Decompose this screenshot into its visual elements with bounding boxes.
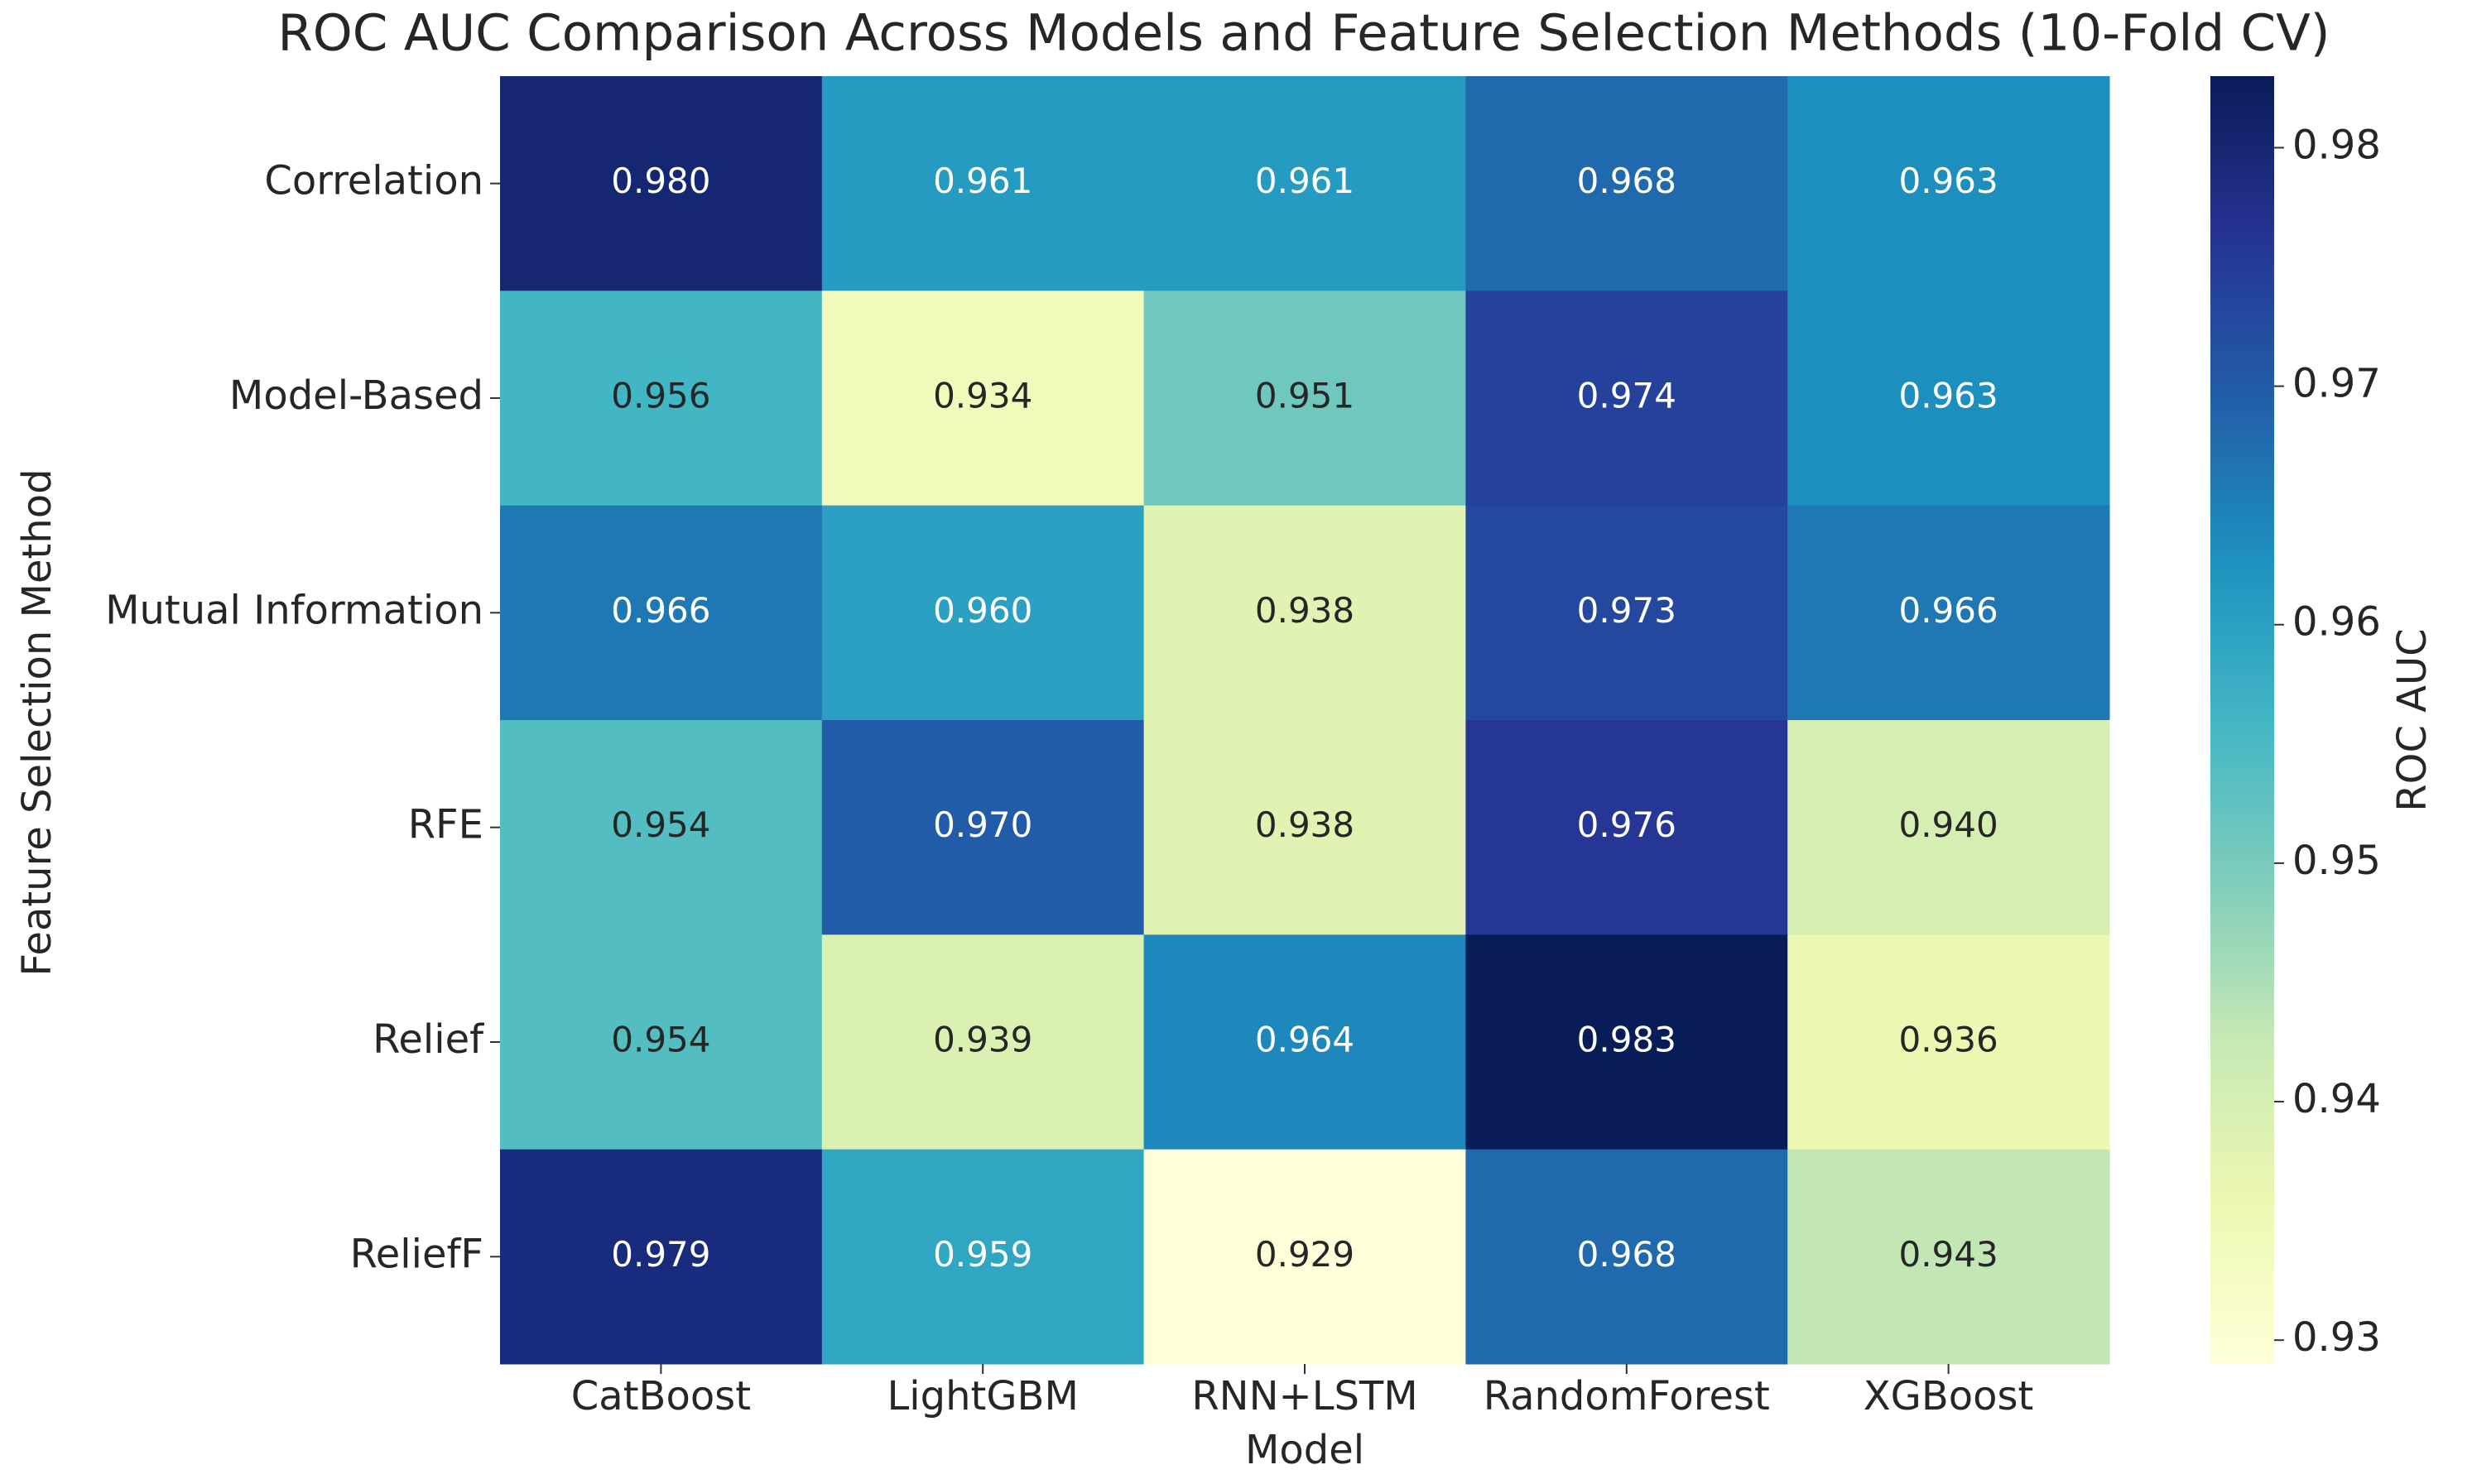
x-axis-label: Model bbox=[1245, 1427, 1364, 1473]
cell-label: 0.934 bbox=[933, 376, 1032, 416]
cell-label: 0.966 bbox=[611, 590, 710, 631]
heatmap-cell bbox=[500, 291, 823, 507]
heatmap-cell bbox=[1787, 291, 2110, 507]
heatmap-cell bbox=[1143, 934, 1466, 1150]
colorbar bbox=[2210, 76, 2274, 1364]
cell-label: 0.976 bbox=[1577, 804, 1676, 845]
cell-label: 0.940 bbox=[1898, 804, 1998, 845]
cell-label: 0.983 bbox=[1577, 1020, 1676, 1060]
cell-label: 0.938 bbox=[1255, 804, 1354, 845]
heatmap-cell bbox=[1465, 1149, 1788, 1365]
cell-label: 0.959 bbox=[933, 1234, 1032, 1275]
heatmap-cell bbox=[1143, 505, 1466, 721]
heatmap-cell bbox=[1143, 720, 1466, 935]
cell-label: 0.963 bbox=[1898, 376, 1998, 416]
y-axis-label: Feature Selection Method bbox=[14, 468, 60, 976]
heatmap-cell bbox=[821, 934, 1145, 1150]
heatmap-cell bbox=[1787, 505, 2110, 721]
cell-label: 0.964 bbox=[1255, 1020, 1354, 1060]
cell-label: 0.954 bbox=[611, 1020, 710, 1060]
heatmap-cell bbox=[1143, 1149, 1466, 1365]
cell-label: 0.966 bbox=[1898, 590, 1998, 631]
cell-label: 0.961 bbox=[933, 161, 1032, 201]
heatmap-cell bbox=[1787, 934, 2110, 1150]
heatmap-cell bbox=[821, 720, 1145, 935]
cell-label: 0.963 bbox=[1898, 161, 1998, 201]
cell-label: 0.961 bbox=[1255, 161, 1354, 201]
heatmap-cell bbox=[1465, 934, 1788, 1150]
colorbar-tick-label: 0.97 bbox=[2292, 361, 2381, 407]
heatmap-cell bbox=[1465, 720, 1788, 935]
cell-label: 0.939 bbox=[933, 1020, 1032, 1060]
colorbar-label: ROC AUC bbox=[2389, 628, 2436, 811]
x-tick-label: RandomForest bbox=[1484, 1373, 1770, 1419]
cell-label: 0.936 bbox=[1898, 1020, 1998, 1060]
y-tick-label: ReliefF bbox=[350, 1231, 483, 1277]
cell-label: 0.960 bbox=[933, 590, 1032, 631]
x-tick-label: XGBoost bbox=[1864, 1373, 2034, 1419]
y-tick-label: Model-Based bbox=[229, 372, 483, 419]
y-tick-label: Mutual Information bbox=[105, 587, 483, 633]
heatmap-cell bbox=[821, 505, 1145, 721]
y-tick-label: RFE bbox=[408, 802, 483, 848]
y-tick-label: Correlation bbox=[264, 158, 483, 204]
heatmap-cell bbox=[500, 934, 823, 1150]
heatmap-cell bbox=[500, 720, 823, 935]
heatmap-cell bbox=[1787, 1149, 2110, 1365]
cell-label: 0.968 bbox=[1577, 161, 1676, 201]
heatmap-cell bbox=[821, 1149, 1145, 1365]
heatmap-cell bbox=[500, 1149, 823, 1365]
heatmap-cell bbox=[1465, 291, 1788, 507]
heatmap-cell bbox=[1787, 720, 2110, 935]
x-tick-label: LightGBM bbox=[887, 1373, 1079, 1419]
heatmap-cell bbox=[1143, 291, 1466, 507]
heatmap-cell bbox=[821, 291, 1145, 507]
colorbar-tick-label: 0.95 bbox=[2292, 838, 2381, 884]
cell-label: 0.951 bbox=[1255, 376, 1354, 416]
cell-label: 0.954 bbox=[611, 804, 710, 845]
chart-title: ROC AUC Comparison Across Models and Fea… bbox=[277, 4, 2330, 63]
cell-label: 0.980 bbox=[611, 161, 710, 201]
heatmap-cell bbox=[1143, 76, 1466, 291]
heatmap-cell bbox=[500, 76, 823, 291]
cell-label: 0.943 bbox=[1898, 1234, 1998, 1275]
y-tick-label: Relief bbox=[373, 1016, 484, 1063]
colorbar-tick-label: 0.96 bbox=[2292, 599, 2381, 646]
cell-label: 0.929 bbox=[1255, 1234, 1354, 1275]
cell-label: 0.974 bbox=[1577, 376, 1676, 416]
heatmap-cell bbox=[1465, 76, 1788, 291]
cell-label: 0.979 bbox=[611, 1234, 710, 1275]
cell-label: 0.968 bbox=[1577, 1234, 1676, 1275]
colorbar-tick-label: 0.93 bbox=[2292, 1314, 2381, 1361]
heatmap-cell bbox=[821, 76, 1145, 291]
cell-label: 0.970 bbox=[933, 804, 1032, 845]
x-tick-label: RNN+LSTM bbox=[1191, 1373, 1417, 1419]
heatmap-cell bbox=[1787, 76, 2110, 291]
heatmap-cell bbox=[500, 505, 823, 721]
colorbar-tick-label: 0.94 bbox=[2292, 1076, 2381, 1122]
heatmap-cell bbox=[1465, 505, 1788, 721]
cell-label: 0.956 bbox=[611, 376, 710, 416]
cell-label: 0.938 bbox=[1255, 590, 1354, 631]
x-tick-label: CatBoost bbox=[571, 1373, 751, 1419]
cell-label: 0.973 bbox=[1577, 590, 1676, 631]
colorbar-tick-label: 0.98 bbox=[2292, 122, 2381, 168]
